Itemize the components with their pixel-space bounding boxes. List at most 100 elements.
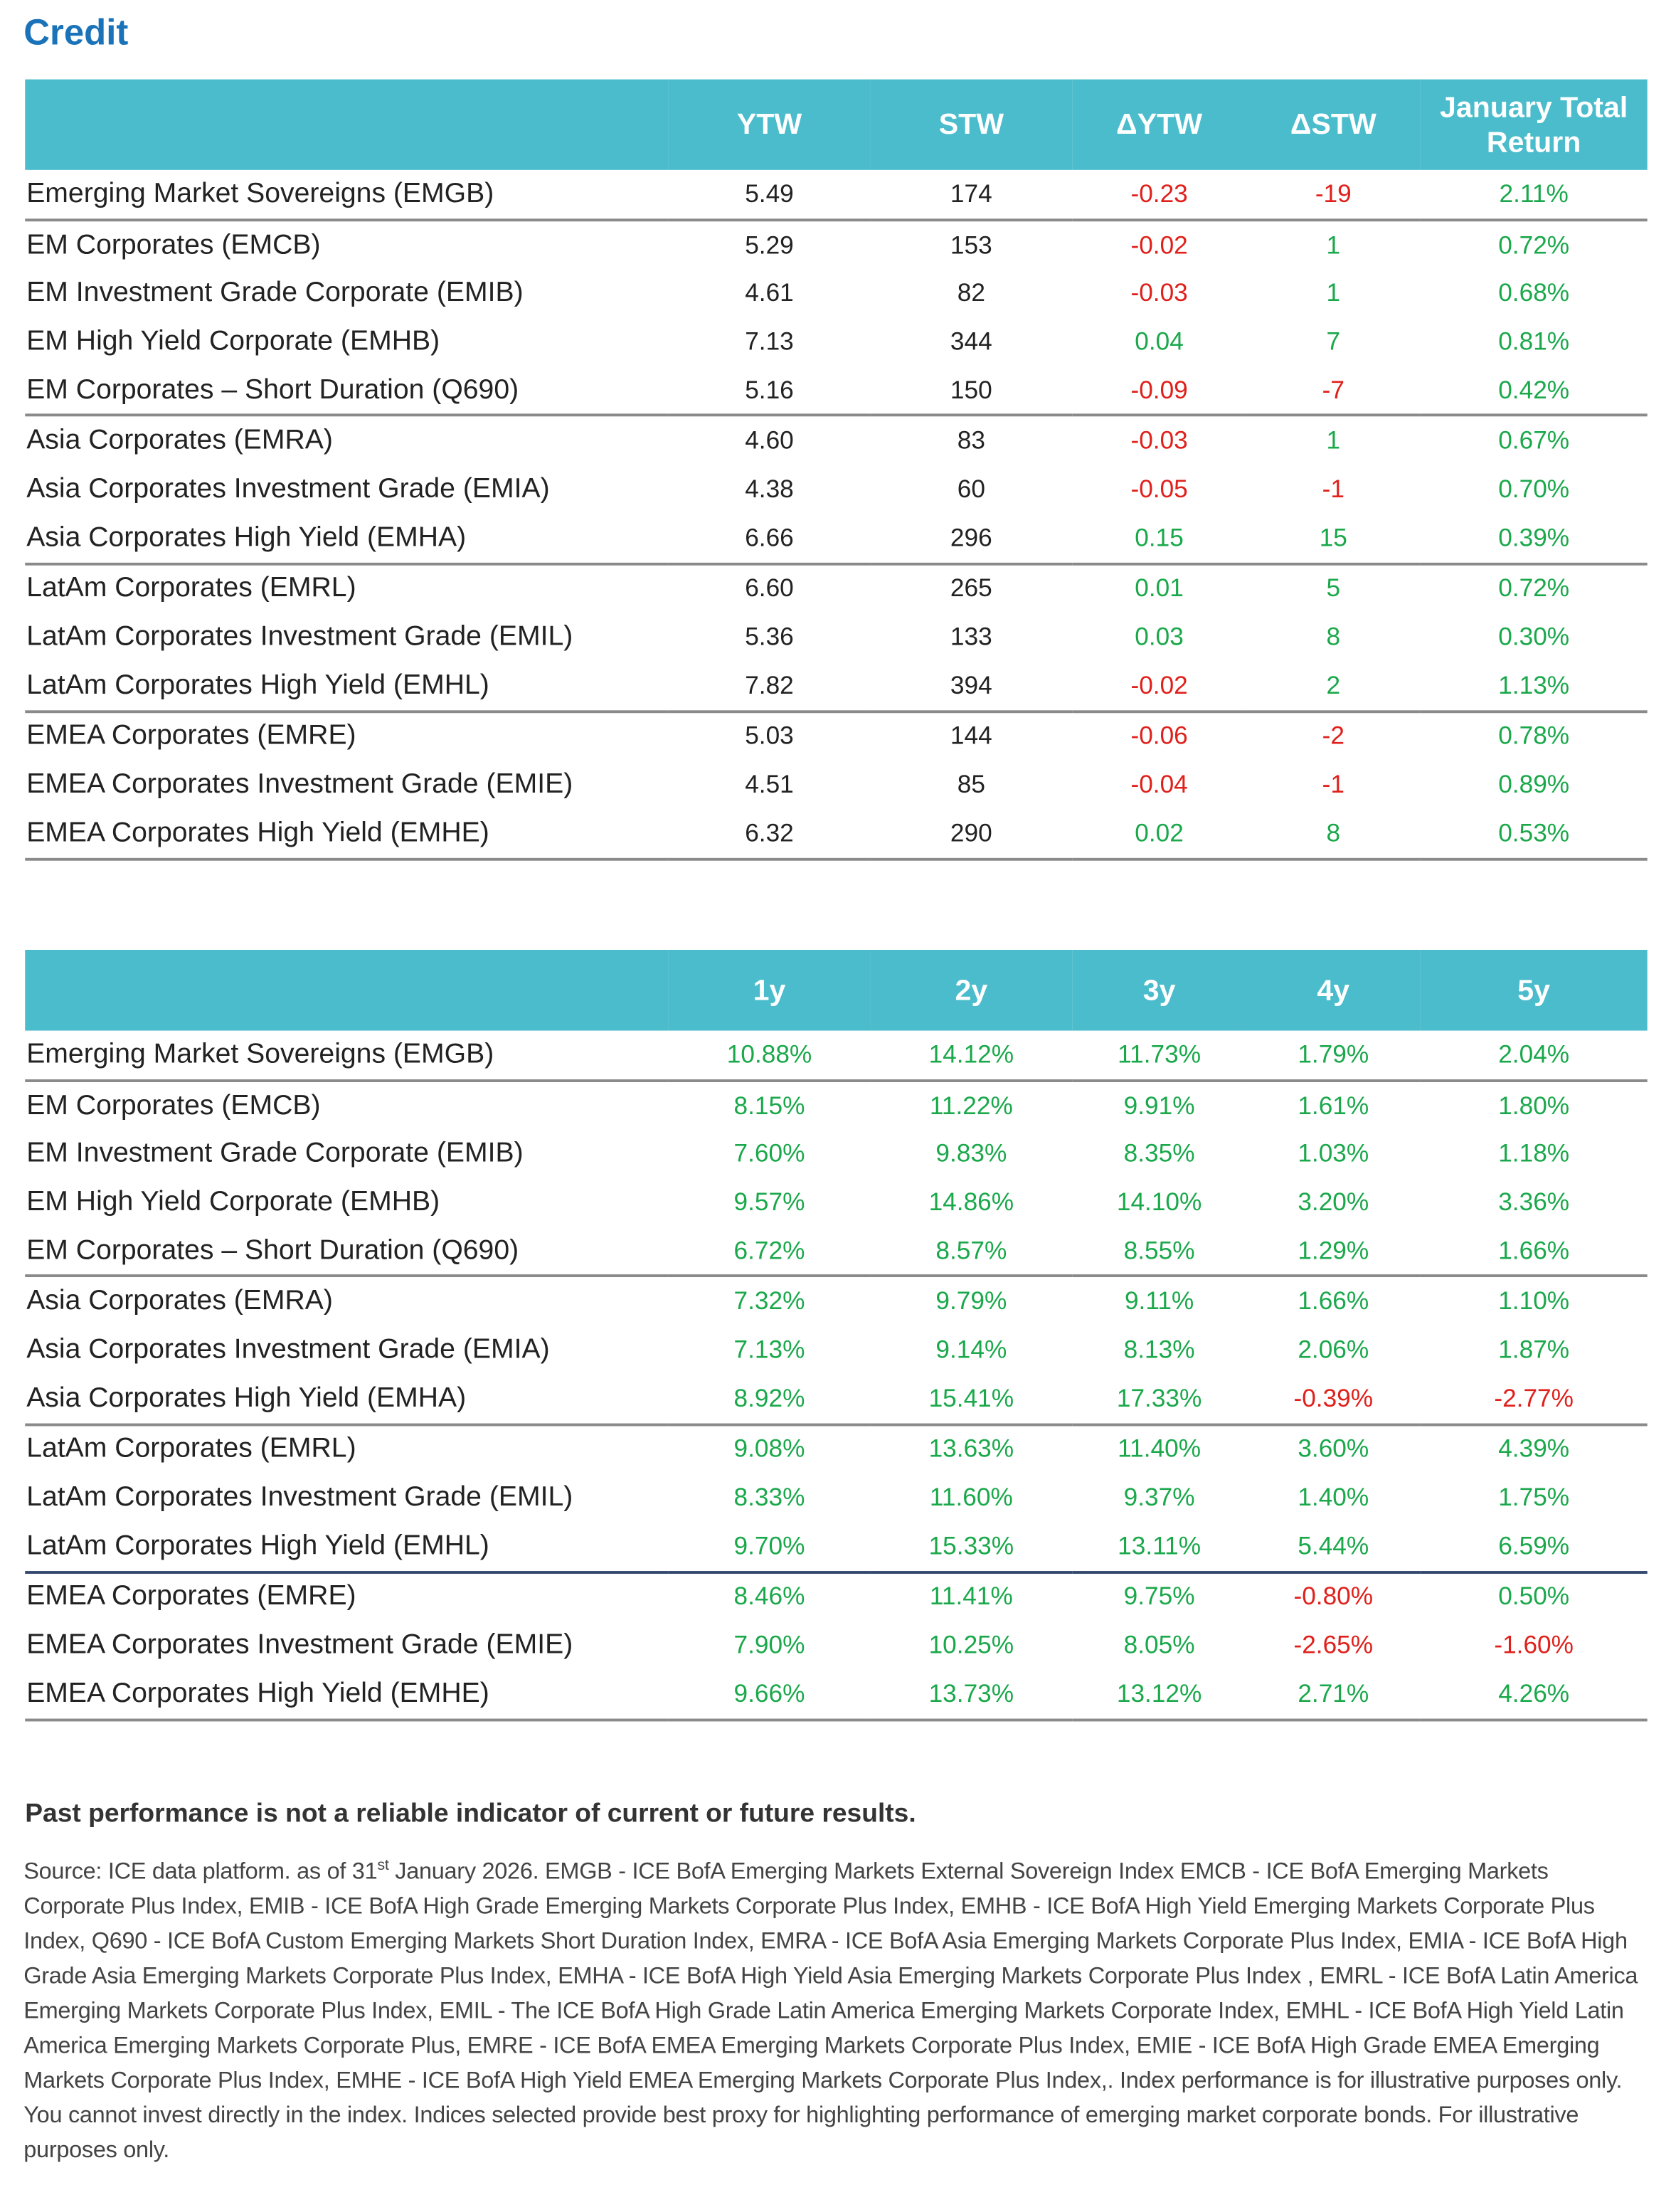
value-cell: 4.51	[745, 770, 794, 798]
value-cell: -0.06	[1130, 721, 1188, 750]
table-row: LatAm Corporates Investment Grade (EMIL)…	[25, 613, 1647, 662]
value-cell: -2	[1322, 721, 1344, 750]
column-header: ΔSTW	[1246, 79, 1421, 170]
value-cell: 5	[1326, 574, 1341, 603]
table-row: LatAm Corporates Investment Grade (EMIL)…	[25, 1473, 1647, 1522]
table-row: Asia Corporates High Yield (EMHA) 6.66 296…	[25, 513, 1648, 565]
value-cell: 60	[957, 475, 985, 503]
value-cell: 1.66%	[1420, 1227, 1648, 1278]
row-label: LatAm Corporates (EMRL)	[26, 1433, 356, 1465]
column-header: 4y	[1246, 950, 1421, 1031]
value-cell: 11.22%	[929, 1091, 1013, 1119]
table-row: EM Corporates – Short Duration (Q690) 6.7…	[25, 1227, 1648, 1278]
value-cell: 0.67%	[1498, 426, 1570, 455]
value-cell: 0.53%	[1420, 809, 1648, 860]
value-cell: 150	[870, 366, 1073, 418]
value-cell: 8	[1246, 809, 1421, 860]
value-cell: 5.36	[745, 623, 794, 651]
value-cell: 2	[1246, 661, 1421, 713]
value-cell: 2.71%	[1246, 1669, 1421, 1721]
value-cell: -0.02	[1130, 231, 1188, 259]
row-label: LatAm Corporates Investment Grade (EMIL)	[26, 1481, 573, 1513]
table-row: EM Corporates (EMCB) 8.15% 11.22% 9.91% 1.61…	[25, 1080, 1647, 1130]
value-cell: 9.11%	[1124, 1287, 1194, 1316]
row-label: Emerging Market Sovereigns (EMGB)	[25, 169, 669, 221]
value-cell: 9.14%	[935, 1335, 1007, 1364]
value-cell: 9.91%	[1123, 1091, 1195, 1119]
value-cell: 9.37%	[1123, 1483, 1195, 1511]
value-cell: 1.40%	[1298, 1483, 1369, 1511]
table-row: EM Investment Grade Corporate (EMIB) 4.61…	[25, 270, 1647, 318]
value-cell: 1	[1326, 278, 1341, 307]
value-cell: 0.68%	[1498, 278, 1570, 307]
table-row: LatAm Corporates High Yield (EMHL) 9.70% 1…	[25, 1522, 1648, 1574]
header-row: YTW STW ΔYTW ΔSTW January Total Return	[25, 79, 1648, 170]
value-cell: 11.73%	[1072, 1030, 1246, 1082]
value-cell: -0.09	[1072, 366, 1246, 418]
value-cell: -2.77%	[1420, 1374, 1648, 1426]
column-header: ΔYTW	[1072, 79, 1246, 170]
value-cell: 6.59%	[1420, 1522, 1648, 1574]
value-cell: 144	[950, 721, 992, 750]
row-label: EM Corporates – Short Duration (Q690)	[25, 366, 669, 418]
value-cell: 4.61	[745, 278, 794, 307]
section-title: Credit	[23, 11, 129, 53]
value-cell: -1.60%	[1494, 1631, 1574, 1659]
source-text: January 2026. EMGB - ICE BofA Emerging M…	[23, 1858, 1638, 2163]
row-label: EMEA Corporates (EMRE)	[26, 720, 356, 751]
value-cell: 1.13%	[1420, 661, 1648, 713]
value-cell: 14.12%	[870, 1030, 1073, 1082]
value-cell: -0.03	[1130, 426, 1188, 455]
value-cell: 2.11%	[1420, 169, 1648, 221]
table-row: LatAm Corporates (EMRL) 6.60 265 0.01 5 0.72%	[25, 563, 1647, 613]
value-cell: 7	[1326, 327, 1341, 355]
value-cell: 9.08%	[733, 1434, 805, 1464]
value-cell: 8	[1326, 623, 1341, 651]
value-cell: 290	[870, 809, 1073, 860]
table-row: Asia Corporates (EMRA) 7.32% 9.79% 9.11% 1.6…	[25, 1276, 1647, 1326]
value-cell: 1	[1326, 231, 1341, 259]
value-cell: -1	[1322, 770, 1344, 798]
row-label: Asia Corporates Investment Grade (EMIA)	[26, 473, 550, 504]
source-note: Source: ICE data platform. as of 31st Ja…	[23, 1853, 1639, 2166]
value-cell: 83	[957, 426, 985, 455]
table-row: Emerging Market Sovereigns (EMGB) 10.88% 1…	[25, 1030, 1648, 1082]
value-cell: 13.63%	[928, 1434, 1014, 1464]
table-row: Asia Corporates High Yield (EMHA) 8.92% 15…	[25, 1374, 1648, 1426]
row-label: Asia Corporates (EMRA)	[26, 1286, 333, 1317]
value-cell: 0.01	[1135, 574, 1184, 603]
value-cell: -1	[1322, 475, 1344, 503]
table-row: LatAm Corporates (EMRL) 9.08% 13.63% 11.40%…	[25, 1424, 1647, 1474]
value-cell: -19	[1246, 169, 1421, 221]
value-cell: 9.79%	[935, 1287, 1007, 1316]
value-cell: 5.29	[745, 231, 794, 259]
superscript: st	[377, 1857, 389, 1874]
value-cell: 8.46%	[733, 1582, 805, 1611]
value-cell: 11.40%	[1118, 1434, 1201, 1464]
column-header: YTW	[668, 79, 871, 170]
value-cell: 6.66	[668, 513, 871, 565]
value-cell: 0.39%	[1420, 513, 1648, 565]
value-cell: 15	[1246, 513, 1421, 565]
value-cell: 1.87%	[1498, 1335, 1570, 1364]
column-header: 3y	[1072, 950, 1246, 1031]
value-cell: 0.30%	[1498, 623, 1570, 651]
value-cell: 1.03%	[1298, 1139, 1369, 1168]
value-cell: -0.23	[1072, 169, 1246, 221]
column-header: January Total Return	[1420, 79, 1648, 170]
value-cell: 9.66%	[668, 1669, 871, 1721]
row-label: Asia Corporates (EMRA)	[26, 425, 333, 456]
value-cell: 7.13	[745, 327, 794, 355]
value-cell: 0.15	[1072, 513, 1246, 565]
value-cell: 1.61%	[1298, 1091, 1369, 1119]
row-label: EMEA Corporates High Yield (EMHE)	[25, 1669, 669, 1721]
value-cell: 4.60	[745, 426, 794, 455]
value-cell: 1.75%	[1498, 1483, 1570, 1511]
value-cell: 265	[950, 574, 992, 603]
value-cell: 1.10%	[1498, 1287, 1570, 1316]
column-header: 2y	[870, 950, 1073, 1031]
returns-table: 1y 2y 3y 4y 5y Emerging Market Sovereigns (E…	[25, 950, 1648, 1721]
value-cell: 3.36%	[1498, 1187, 1570, 1216]
value-cell: 8.33%	[733, 1483, 805, 1511]
row-label: Asia Corporates High Yield (EMHA)	[25, 513, 669, 565]
